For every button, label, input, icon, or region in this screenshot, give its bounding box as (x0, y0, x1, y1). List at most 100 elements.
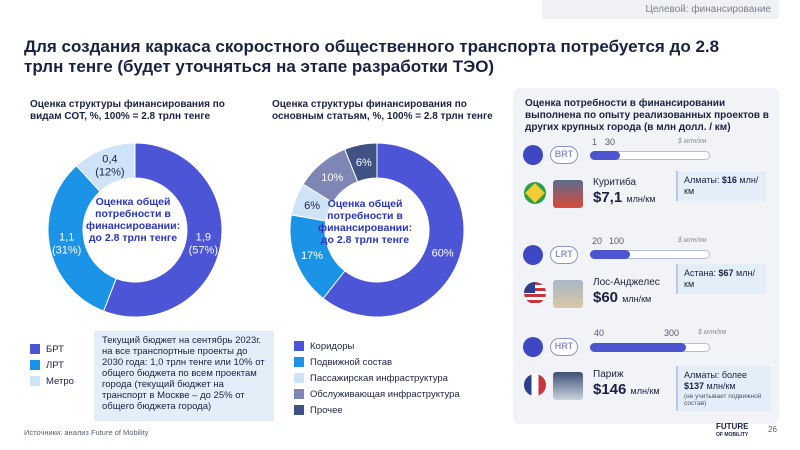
page-title: Для создания каркаса скоростного обществ… (24, 37, 720, 76)
legend-label: Подвижной состав (310, 356, 393, 368)
callout-prefix: Астана: (684, 268, 719, 278)
donut-slice (47, 164, 117, 312)
donut-hole (326, 179, 428, 281)
legend-label: Обслуживающая инфраструктура (310, 388, 460, 400)
price-value: $60 (593, 289, 619, 306)
donut-slice (322, 142, 465, 318)
donut-hole (84, 179, 186, 281)
example-value-lrt: $60 млн/км (593, 289, 651, 306)
example-value-hrt: $146 млн/км (593, 381, 660, 398)
legend-item-other: Прочее (294, 402, 460, 418)
range-low-label: 20 (592, 236, 603, 246)
callout-astana-lrt: Астана: $67 млн/км (676, 264, 766, 294)
range-bar-hrt (590, 343, 686, 352)
price-unit: млн/км (626, 194, 656, 204)
legend-label: ЛРТ (46, 359, 64, 371)
donut2-center-text: Оценка общей потребности в финансировани… (317, 198, 413, 246)
unit-label: $ млн/км (678, 237, 707, 244)
example-city-lrt: Лос-Анджелес (593, 277, 660, 288)
legend-swatch (294, 405, 304, 415)
chart2-legend: Коридоры Подвижной состав Пассажирская и… (294, 338, 460, 418)
budget-note: Текущий бюджет на сентябрь 2023г. на все… (94, 331, 274, 421)
callout-value: $67 (718, 268, 734, 278)
company-logo: FUTURE OF MOBILITY (716, 423, 748, 439)
donut-chart-transport-type: 1,9 (57%) 1,1 (31%) 0,4 (12%) (47, 142, 223, 318)
metro-photo (553, 372, 583, 400)
legend-swatch (294, 357, 304, 367)
example-city-brt: Куритиба (593, 177, 637, 188)
chart1-legend: БРТ ЛРТ Метро (30, 341, 74, 389)
chart3-title: Оценка потребности в финансировании выпо… (525, 98, 769, 133)
unit-label: $ млн/км (678, 138, 707, 145)
callout-prefix: Алматы: (684, 175, 722, 185)
source-note: Источники: анализ Future of Mobility (24, 428, 149, 437)
price-unit: млн/км (622, 294, 652, 304)
tram-photo (553, 280, 583, 308)
legend-item-metro: Метро (30, 373, 74, 389)
callout-suffix: млн/км (704, 381, 736, 391)
slice-label: 1,9 (57%) (189, 231, 218, 256)
chart2-title: Оценка структуры финансирования по основ… (272, 99, 493, 122)
callout-almaty-hrt: Алматы: более $137 млн/км (не учитывает п… (676, 366, 771, 411)
slice-label: 17% (301, 250, 323, 262)
legend-label: Метро (46, 375, 74, 387)
brazil-flag-icon (524, 182, 546, 204)
legend-label: Прочее (310, 404, 343, 416)
slice-label: 1,1 (31%) (52, 231, 81, 256)
legend-item-service-infra: Обслуживающая инфраструктура (294, 386, 460, 402)
legend-label: Пассажирская инфраструктура (310, 372, 448, 384)
legend-swatch (30, 344, 40, 354)
range-bar-brt (590, 151, 620, 160)
legend-swatch (294, 341, 304, 351)
bus-photo (553, 180, 583, 208)
legend-label: БРТ (46, 343, 64, 355)
donut-chart-cost-items: 60% 17% 6% 10% 6% (289, 142, 465, 318)
legend-item-corridors: Коридоры (294, 338, 460, 354)
legend-item-passenger-infra: Пассажирская инфраструктура (294, 370, 460, 386)
range-high-label: 30 (605, 137, 616, 147)
mode-pill-hrt: HRT (550, 338, 578, 356)
range-high-label: 100 (609, 236, 625, 246)
callout-value: $16 (721, 175, 737, 185)
callout-suffix: млн/км (684, 175, 759, 196)
page-number: 26 (768, 425, 777, 434)
legend-item-lrt: ЛРТ (30, 357, 74, 373)
callout-note: (не учитывает подвижной состав) (684, 393, 762, 407)
legend-swatch (30, 360, 40, 370)
callout-prefix: Алматы: более (684, 370, 748, 380)
mode-pill-brt: BRT (550, 146, 578, 164)
logo-line1: FUTURE (716, 422, 749, 431)
logo-line2: OF MOBILITY (716, 432, 749, 438)
example-value-brt: $7,1 млн/км (593, 189, 655, 206)
donut-slice (102, 142, 223, 318)
chart1-title: Оценка структуры финансирования по видам… (30, 99, 225, 122)
usa-flag-icon (524, 282, 546, 304)
section-tag: Целевой: финансирование (542, 0, 779, 19)
legend-swatch (294, 373, 304, 383)
price-value: $146 (593, 381, 627, 398)
unit-label: $ млн/км (698, 329, 727, 336)
price-value: $7,1 (593, 189, 623, 206)
metro-icon (523, 337, 543, 357)
slice-label: 6% (356, 157, 372, 169)
slice-label: 10% (321, 172, 343, 184)
slice-label: 0,4 (12%) (95, 154, 124, 179)
example-city-hrt: Париж (593, 369, 624, 380)
callout-almaty-brt: Алматы: $16 млн/км (676, 171, 766, 201)
tram-icon (523, 245, 543, 265)
slice-label: 60% (432, 248, 454, 260)
donut-slice (75, 142, 136, 193)
range-low-label: 40 (594, 328, 605, 338)
legend-item-rolling-stock: Подвижной состав (294, 354, 460, 370)
donut-slice (344, 142, 378, 183)
legend-swatch (30, 376, 40, 386)
slice-label: 6% (304, 200, 320, 212)
range-low-label: 1 (592, 137, 598, 147)
legend-label: Коридоры (310, 340, 355, 352)
donut1-center-text: Оценка общей потребности в финансировани… (85, 196, 181, 244)
range-bar-lrt (590, 250, 630, 259)
callout-suffix: млн/км (684, 268, 755, 289)
price-unit: млн/км (630, 386, 660, 396)
mode-pill-lrt: LRT (550, 246, 578, 264)
france-flag-icon (524, 374, 546, 396)
